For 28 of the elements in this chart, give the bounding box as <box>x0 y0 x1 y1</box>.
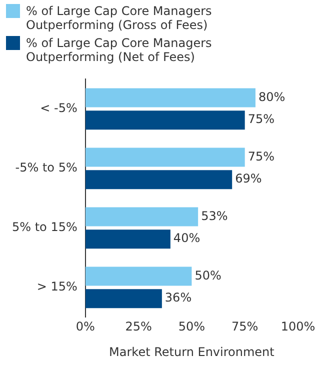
x-tick-label: 75% <box>232 320 258 334</box>
bar <box>85 266 192 286</box>
data-label: 80% <box>258 90 286 104</box>
bar <box>85 110 245 130</box>
y-tick-label: 5% to 15% <box>12 220 78 234</box>
bar <box>85 230 170 249</box>
data-label: 75% <box>248 149 275 164</box>
bar <box>85 207 198 226</box>
legend-label: % of Large Cap Core Managers Outperforming (Gross of Fees) <box>26 4 213 32</box>
bar <box>85 148 245 167</box>
x-tick-label: 0% <box>76 320 95 334</box>
bar <box>85 170 232 190</box>
y-tick-label: -5% to 5% <box>15 160 78 175</box>
data-label: 36% <box>164 290 192 305</box>
x-tick-label: 25% <box>125 320 152 334</box>
x-axis-title: Market Return Environment <box>109 344 275 359</box>
data-label: 50% <box>194 268 222 282</box>
y-tick-label: > 15% <box>36 280 78 294</box>
bar <box>85 289 162 308</box>
data-label: 69% <box>235 172 262 186</box>
data-label: 53% <box>201 208 228 223</box>
data-label: 40% <box>173 231 200 246</box>
x-tick-label: 100% <box>280 320 316 334</box>
y-tick-label: < -5% <box>40 101 78 116</box>
bar <box>85 88 256 108</box>
data-label: 75% <box>248 112 275 126</box>
x-tick-label: 50% <box>178 320 206 334</box>
legend-label: % of Large Cap Core Managers Outperforming (Net of Fees) <box>26 36 213 64</box>
